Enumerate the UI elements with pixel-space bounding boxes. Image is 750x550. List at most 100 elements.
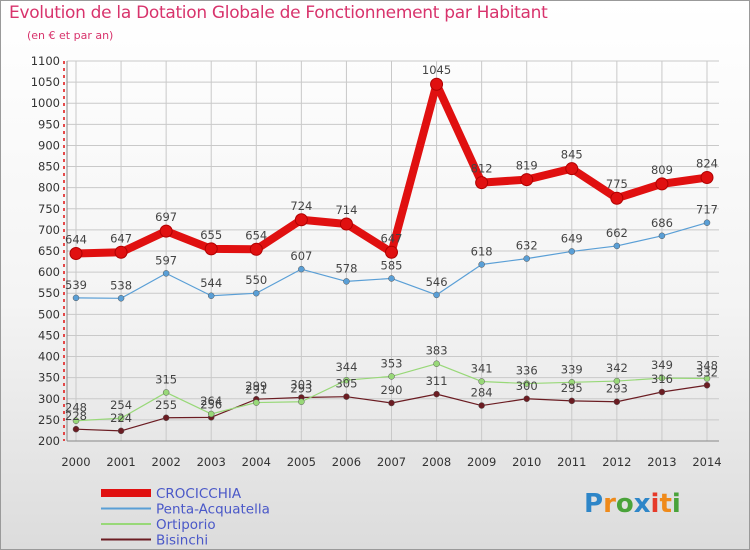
y-tick-label: 650 bbox=[38, 244, 60, 258]
chart-title: Evolution de la Dotation Globale de Fonc… bbox=[9, 3, 548, 23]
data-label: 291 bbox=[245, 383, 267, 397]
data-label: 775 bbox=[606, 177, 628, 191]
data-label: 539 bbox=[65, 278, 87, 292]
x-tick-label: 2004 bbox=[242, 455, 271, 469]
data-point bbox=[478, 378, 485, 385]
data-point bbox=[523, 380, 530, 387]
data-point bbox=[430, 77, 444, 91]
data-label: 316 bbox=[651, 372, 673, 386]
data-point bbox=[613, 398, 621, 405]
data-point bbox=[72, 425, 80, 433]
data-label: 293 bbox=[606, 382, 628, 396]
data-label: 300 bbox=[516, 379, 538, 393]
data-label: 293 bbox=[290, 382, 312, 396]
data-label: 644 bbox=[65, 233, 87, 247]
data-point bbox=[388, 275, 395, 282]
data-point bbox=[253, 399, 260, 406]
data-point bbox=[655, 177, 669, 191]
y-tick-label: 700 bbox=[38, 223, 60, 237]
data-label: 714 bbox=[335, 203, 357, 217]
data-point bbox=[613, 377, 621, 385]
data-label: 290 bbox=[381, 383, 403, 397]
data-point bbox=[207, 410, 215, 418]
data-point bbox=[204, 242, 218, 256]
x-tick-label: 2002 bbox=[152, 455, 181, 469]
data-label: 342 bbox=[606, 361, 628, 375]
data-label: 228 bbox=[65, 409, 87, 423]
data-point bbox=[433, 360, 440, 367]
data-point bbox=[162, 389, 170, 396]
data-label: 224 bbox=[110, 411, 132, 425]
x-tick-label: 2013 bbox=[647, 455, 676, 469]
data-label: 299 bbox=[245, 379, 267, 393]
data-point bbox=[117, 295, 125, 302]
legend-label: Penta-Acquatella bbox=[156, 502, 270, 518]
x-tick-label: 2014 bbox=[692, 455, 721, 469]
data-point bbox=[568, 248, 576, 255]
data-point bbox=[343, 393, 350, 400]
data-label: 348 bbox=[696, 359, 718, 373]
proxiti-logo: Proxiti bbox=[584, 489, 681, 519]
data-label: 655 bbox=[200, 228, 222, 242]
y-tick-label: 1000 bbox=[31, 96, 60, 110]
data-label: 305 bbox=[335, 377, 357, 391]
legend-label: CROCICCHIA bbox=[156, 486, 242, 502]
x-tick-label: 2011 bbox=[557, 455, 586, 469]
y-tick-label: 850 bbox=[38, 160, 60, 174]
data-label: 1045 bbox=[422, 63, 451, 77]
data-point bbox=[658, 374, 666, 382]
data-label: 383 bbox=[426, 344, 448, 358]
y-tick-label: 800 bbox=[38, 181, 60, 195]
y-tick-label: 600 bbox=[38, 265, 60, 279]
data-point bbox=[475, 176, 489, 190]
data-point bbox=[388, 399, 395, 407]
y-tick-label: 400 bbox=[38, 350, 60, 364]
data-point bbox=[565, 162, 579, 176]
data-point bbox=[703, 382, 711, 389]
legend-label: Ortiporio bbox=[156, 517, 216, 533]
data-point bbox=[703, 219, 711, 226]
data-label: 248 bbox=[65, 401, 87, 415]
data-point bbox=[72, 417, 80, 424]
data-label: 339 bbox=[561, 362, 583, 376]
x-tick-label: 2009 bbox=[467, 455, 496, 469]
data-label: 349 bbox=[651, 358, 673, 372]
data-point bbox=[298, 265, 305, 273]
data-label: 647 bbox=[110, 231, 132, 245]
data-point bbox=[72, 294, 80, 302]
data-point bbox=[523, 255, 530, 262]
y-tick-label: 900 bbox=[38, 138, 60, 152]
data-label: 618 bbox=[471, 245, 493, 259]
x-tick-label: 2010 bbox=[512, 455, 541, 469]
data-point bbox=[339, 217, 353, 231]
data-label: 585 bbox=[381, 258, 403, 272]
data-point bbox=[117, 414, 125, 422]
data-point bbox=[385, 245, 398, 259]
data-point bbox=[117, 427, 125, 435]
legend-label: Bisinchi bbox=[156, 533, 208, 549]
y-tick-label: 950 bbox=[38, 117, 60, 131]
data-point bbox=[610, 191, 624, 205]
data-point bbox=[162, 414, 170, 422]
data-point bbox=[253, 289, 260, 297]
y-tick-label: 1050 bbox=[31, 75, 60, 89]
y-tick-label: 350 bbox=[38, 371, 60, 385]
data-label: 284 bbox=[471, 386, 493, 400]
data-label: 332 bbox=[696, 365, 718, 379]
data-label: 654 bbox=[245, 228, 267, 242]
data-point bbox=[294, 213, 308, 227]
data-label: 809 bbox=[651, 163, 673, 177]
data-label: 578 bbox=[335, 261, 357, 275]
data-point bbox=[700, 171, 714, 185]
data-point bbox=[520, 173, 534, 187]
data-label: 544 bbox=[200, 276, 222, 290]
data-point bbox=[343, 278, 350, 285]
data-point bbox=[658, 388, 666, 396]
data-point bbox=[249, 242, 263, 256]
y-tick-label: 500 bbox=[38, 307, 60, 321]
data-label: 845 bbox=[561, 148, 583, 162]
y-tick-label: 200 bbox=[38, 434, 60, 448]
data-point bbox=[478, 402, 485, 409]
